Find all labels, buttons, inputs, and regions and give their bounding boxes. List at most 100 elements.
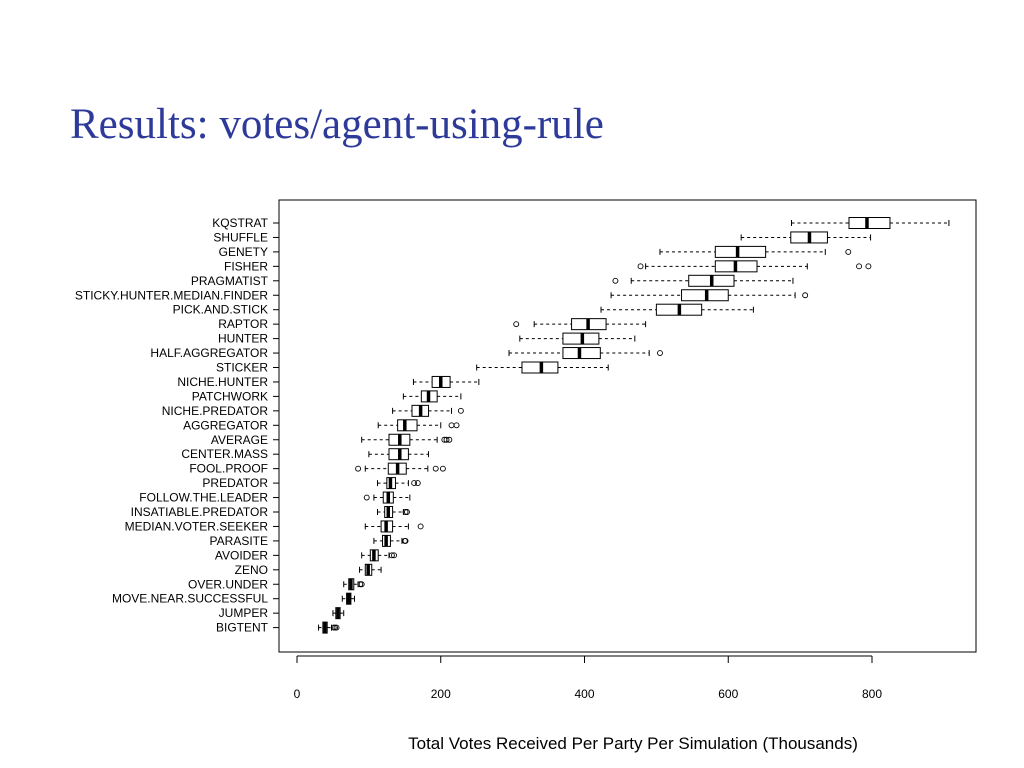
box-raptor <box>513 318 647 331</box>
category-label: KQSTRAT <box>212 216 268 230</box>
box-genety <box>659 245 852 258</box>
x-tick-label: 200 <box>431 687 451 701</box>
outlier-point <box>457 407 464 414</box>
outlier-point <box>448 422 455 429</box>
category-label: RAPTOR <box>218 317 268 331</box>
iqr-box <box>562 347 601 360</box>
category-label: MEDIAN.VOTER.SEEKER <box>125 519 269 533</box>
box-bigtent <box>318 621 340 634</box>
box-pick-and-stick <box>600 303 754 316</box>
outlier-point <box>388 552 395 559</box>
outlier-point <box>865 263 872 270</box>
outlier-point <box>446 436 453 443</box>
category-label: HUNTER <box>218 332 268 346</box>
category-label: INSATIABLE.PREDATOR <box>131 505 269 519</box>
x-axis-title: Total Votes Received Per Party Per Simul… <box>408 734 858 753</box>
box-shuffle <box>740 231 872 244</box>
box-patchwork <box>402 390 462 403</box>
category-label: NICHE.HUNTER <box>177 375 268 389</box>
y-axis <box>273 222 280 629</box>
outlier-point <box>414 480 421 487</box>
category-labels: KQSTRATSHUFFLEGENETYFISHERPRAGMATISTSTIC… <box>75 216 269 635</box>
box-jumper <box>332 607 345 620</box>
box-hunter <box>519 332 636 345</box>
box-avoider <box>361 549 397 562</box>
box-zeno <box>359 563 382 576</box>
category-label: PARASITE <box>210 534 268 548</box>
outlier-point <box>637 263 644 270</box>
box-over-under <box>343 578 365 591</box>
category-label: GENETY <box>219 245 268 259</box>
box-kqstrat <box>791 217 950 229</box>
outlier-point <box>404 509 410 515</box>
category-label: PREDATOR <box>202 476 268 490</box>
iqr-box <box>397 419 418 432</box>
outlier-point <box>443 436 450 443</box>
category-label: CENTER.MASS <box>181 447 268 461</box>
box-insatiable-predator <box>377 506 410 518</box>
outlier-point <box>802 292 809 299</box>
category-label: BIGTENT <box>216 621 269 635</box>
box-niche-hunter <box>412 375 480 388</box>
category-label: STICKER <box>216 361 268 375</box>
outlier-point <box>358 581 365 588</box>
plot-frame <box>278 199 977 653</box>
box-pragmatist <box>612 274 794 287</box>
category-label: PICK.AND.STICK <box>173 303 268 317</box>
outlier-point <box>333 624 340 631</box>
box-half-aggregator <box>508 347 663 360</box>
box-median-voter-seeker <box>364 520 424 533</box>
category-label: PRAGMATIST <box>191 274 269 288</box>
x-tick-label: 400 <box>574 687 594 701</box>
category-label: FOLLOW.THE.LEADER <box>139 491 268 505</box>
category-label: FOOL.PROOF <box>189 462 268 476</box>
outlier-point <box>402 537 409 544</box>
category-label: FISHER <box>224 259 268 273</box>
iqr-box <box>714 245 767 258</box>
boxes-group <box>318 217 950 634</box>
box-move-near-successful <box>341 592 355 605</box>
category-label: NICHE.PREDATOR <box>162 404 269 418</box>
x-tick-label: 0 <box>294 687 301 701</box>
outlier-point <box>657 350 663 356</box>
box-follow-the-leader <box>363 491 411 504</box>
category-label: OVER.UNDER <box>188 577 268 591</box>
iqr-box <box>848 217 891 229</box>
box-average <box>361 433 453 446</box>
category-label: JUMPER <box>219 606 269 620</box>
category-label: MOVE.NEAR.SUCCESSFUL <box>112 592 268 606</box>
outlier-point <box>363 494 370 501</box>
category-label: AVERAGE <box>211 433 268 447</box>
outlier-point <box>453 422 460 429</box>
box-sticky-hunter-median-finder <box>610 289 809 302</box>
category-label: SHUFFLE <box>213 230 268 244</box>
box-niche-predator <box>392 404 464 417</box>
category-label: PATCHWORK <box>192 389 268 403</box>
outlier-point <box>612 277 619 284</box>
x-tick-labels: 0 200 400 600 800 <box>294 687 883 701</box>
outlier-point <box>417 523 424 530</box>
outlier-point <box>391 552 397 559</box>
box-sticker <box>476 361 609 374</box>
outlier-point <box>355 465 362 472</box>
category-label: ZENO <box>235 563 268 577</box>
box-aggregator <box>377 419 460 432</box>
box-fisher <box>637 260 872 273</box>
category-label: HALF.AGGREGATOR <box>150 346 268 360</box>
box-center-mass <box>368 448 430 461</box>
outlier-point <box>439 465 446 472</box>
box-predator <box>377 477 421 490</box>
iqr-box <box>681 289 729 302</box>
x-tick-label: 800 <box>862 687 882 701</box>
category-label: AVOIDER <box>215 548 268 562</box>
category-label: STICKY.HUNTER.MEDIAN.FINDER <box>75 288 268 302</box>
box-parasite <box>373 534 409 547</box>
outlier-point <box>411 480 418 487</box>
outlier-point <box>856 263 863 270</box>
x-axis <box>296 655 873 663</box>
slide-title: Results: votes/agent-using-rule <box>70 101 604 148</box>
box-fool-proof <box>355 462 446 475</box>
outlier-point <box>513 321 520 328</box>
outlier-point <box>432 465 439 472</box>
